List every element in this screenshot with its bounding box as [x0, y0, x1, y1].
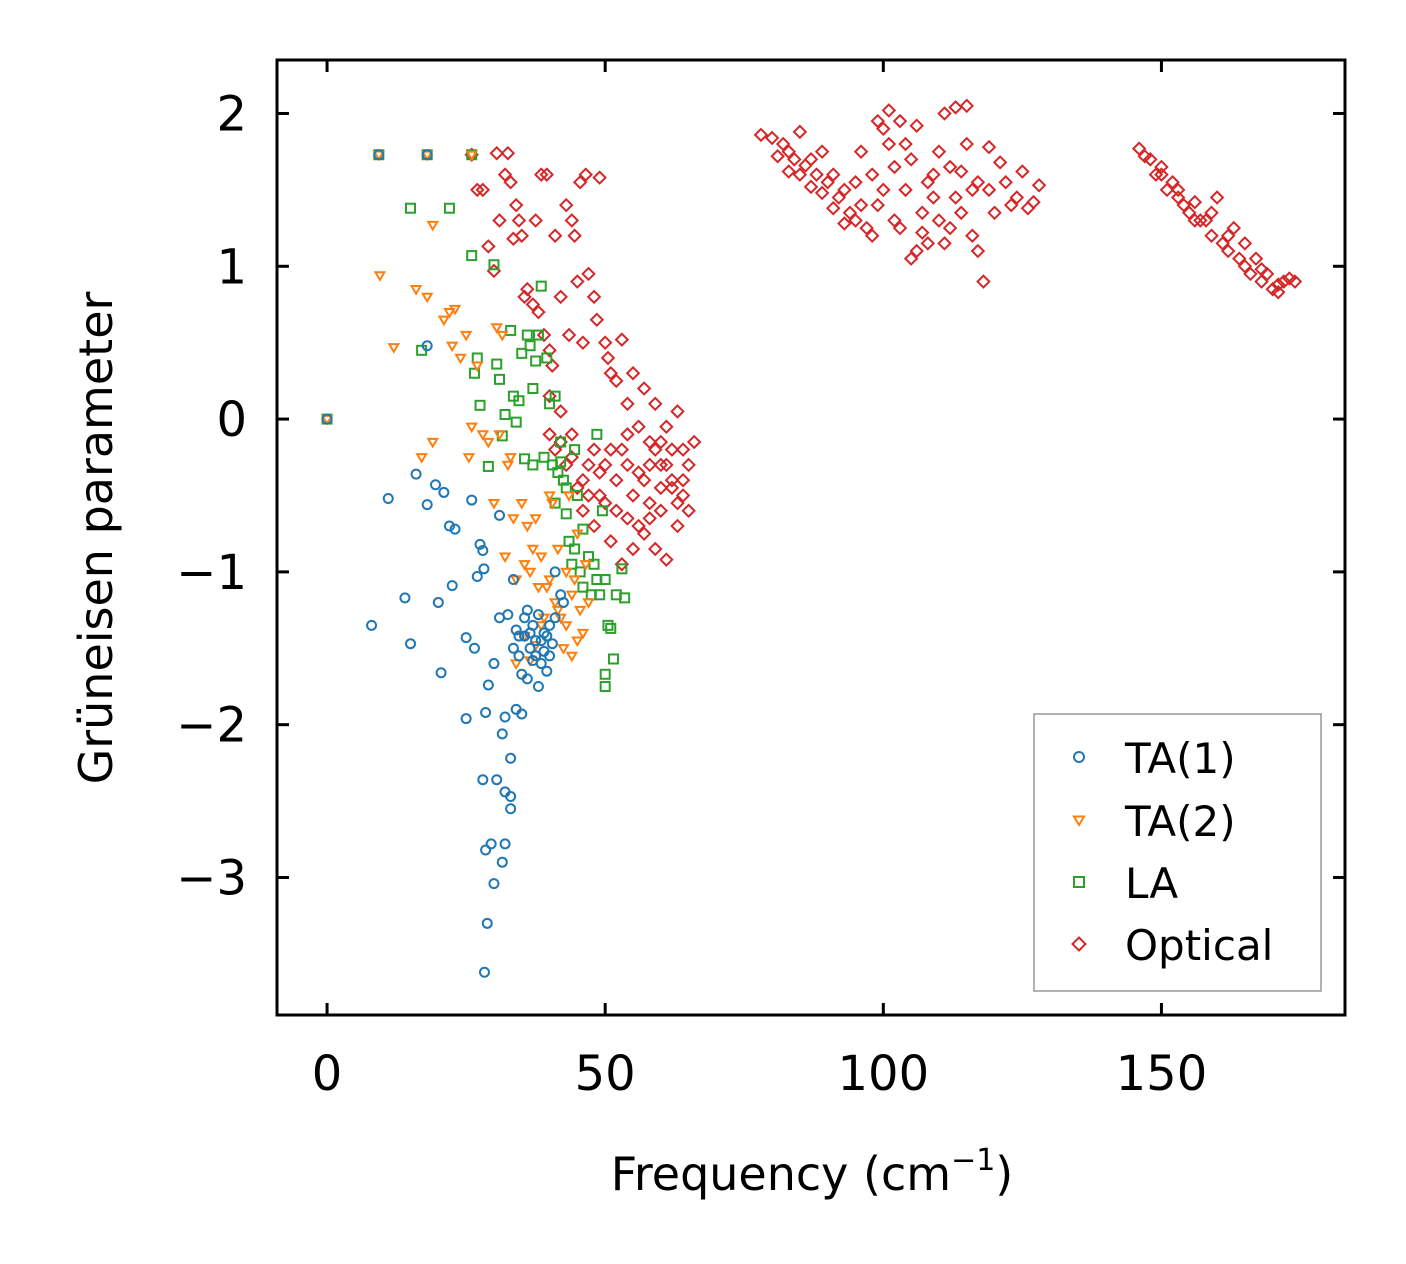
x-tick-label: 150	[1116, 1046, 1208, 1102]
y-tick-label: 0	[216, 392, 247, 448]
legend-label-optical: Optical	[1125, 921, 1273, 970]
x-tick-label: 100	[838, 1046, 930, 1102]
legend: TA(1) TA(2) LA Optical	[1034, 714, 1321, 991]
y-tick-label: 2	[216, 86, 247, 142]
legend-label-ta2: TA(2)	[1124, 797, 1236, 846]
x-axis-label: Frequency (cm−1)	[611, 1143, 1014, 1201]
y-tick-label: −1	[176, 545, 247, 601]
y-tick-label: 1	[216, 239, 247, 295]
x-tick-label: 50	[575, 1046, 636, 1102]
y-tick-label: −2	[176, 698, 247, 754]
legend-label-ta1: TA(1)	[1124, 734, 1236, 783]
x-tick-label: 0	[312, 1046, 343, 1102]
legend-label-la: LA	[1125, 859, 1178, 908]
y-tick-label: −3	[176, 850, 247, 906]
scatter-chart: 0 50 100 150 2 1 0 −1 −2 −3 Frequency (cm−1) Grün…	[0, 0, 1406, 1264]
y-axis-label: Grüneisen parameter	[69, 291, 123, 784]
